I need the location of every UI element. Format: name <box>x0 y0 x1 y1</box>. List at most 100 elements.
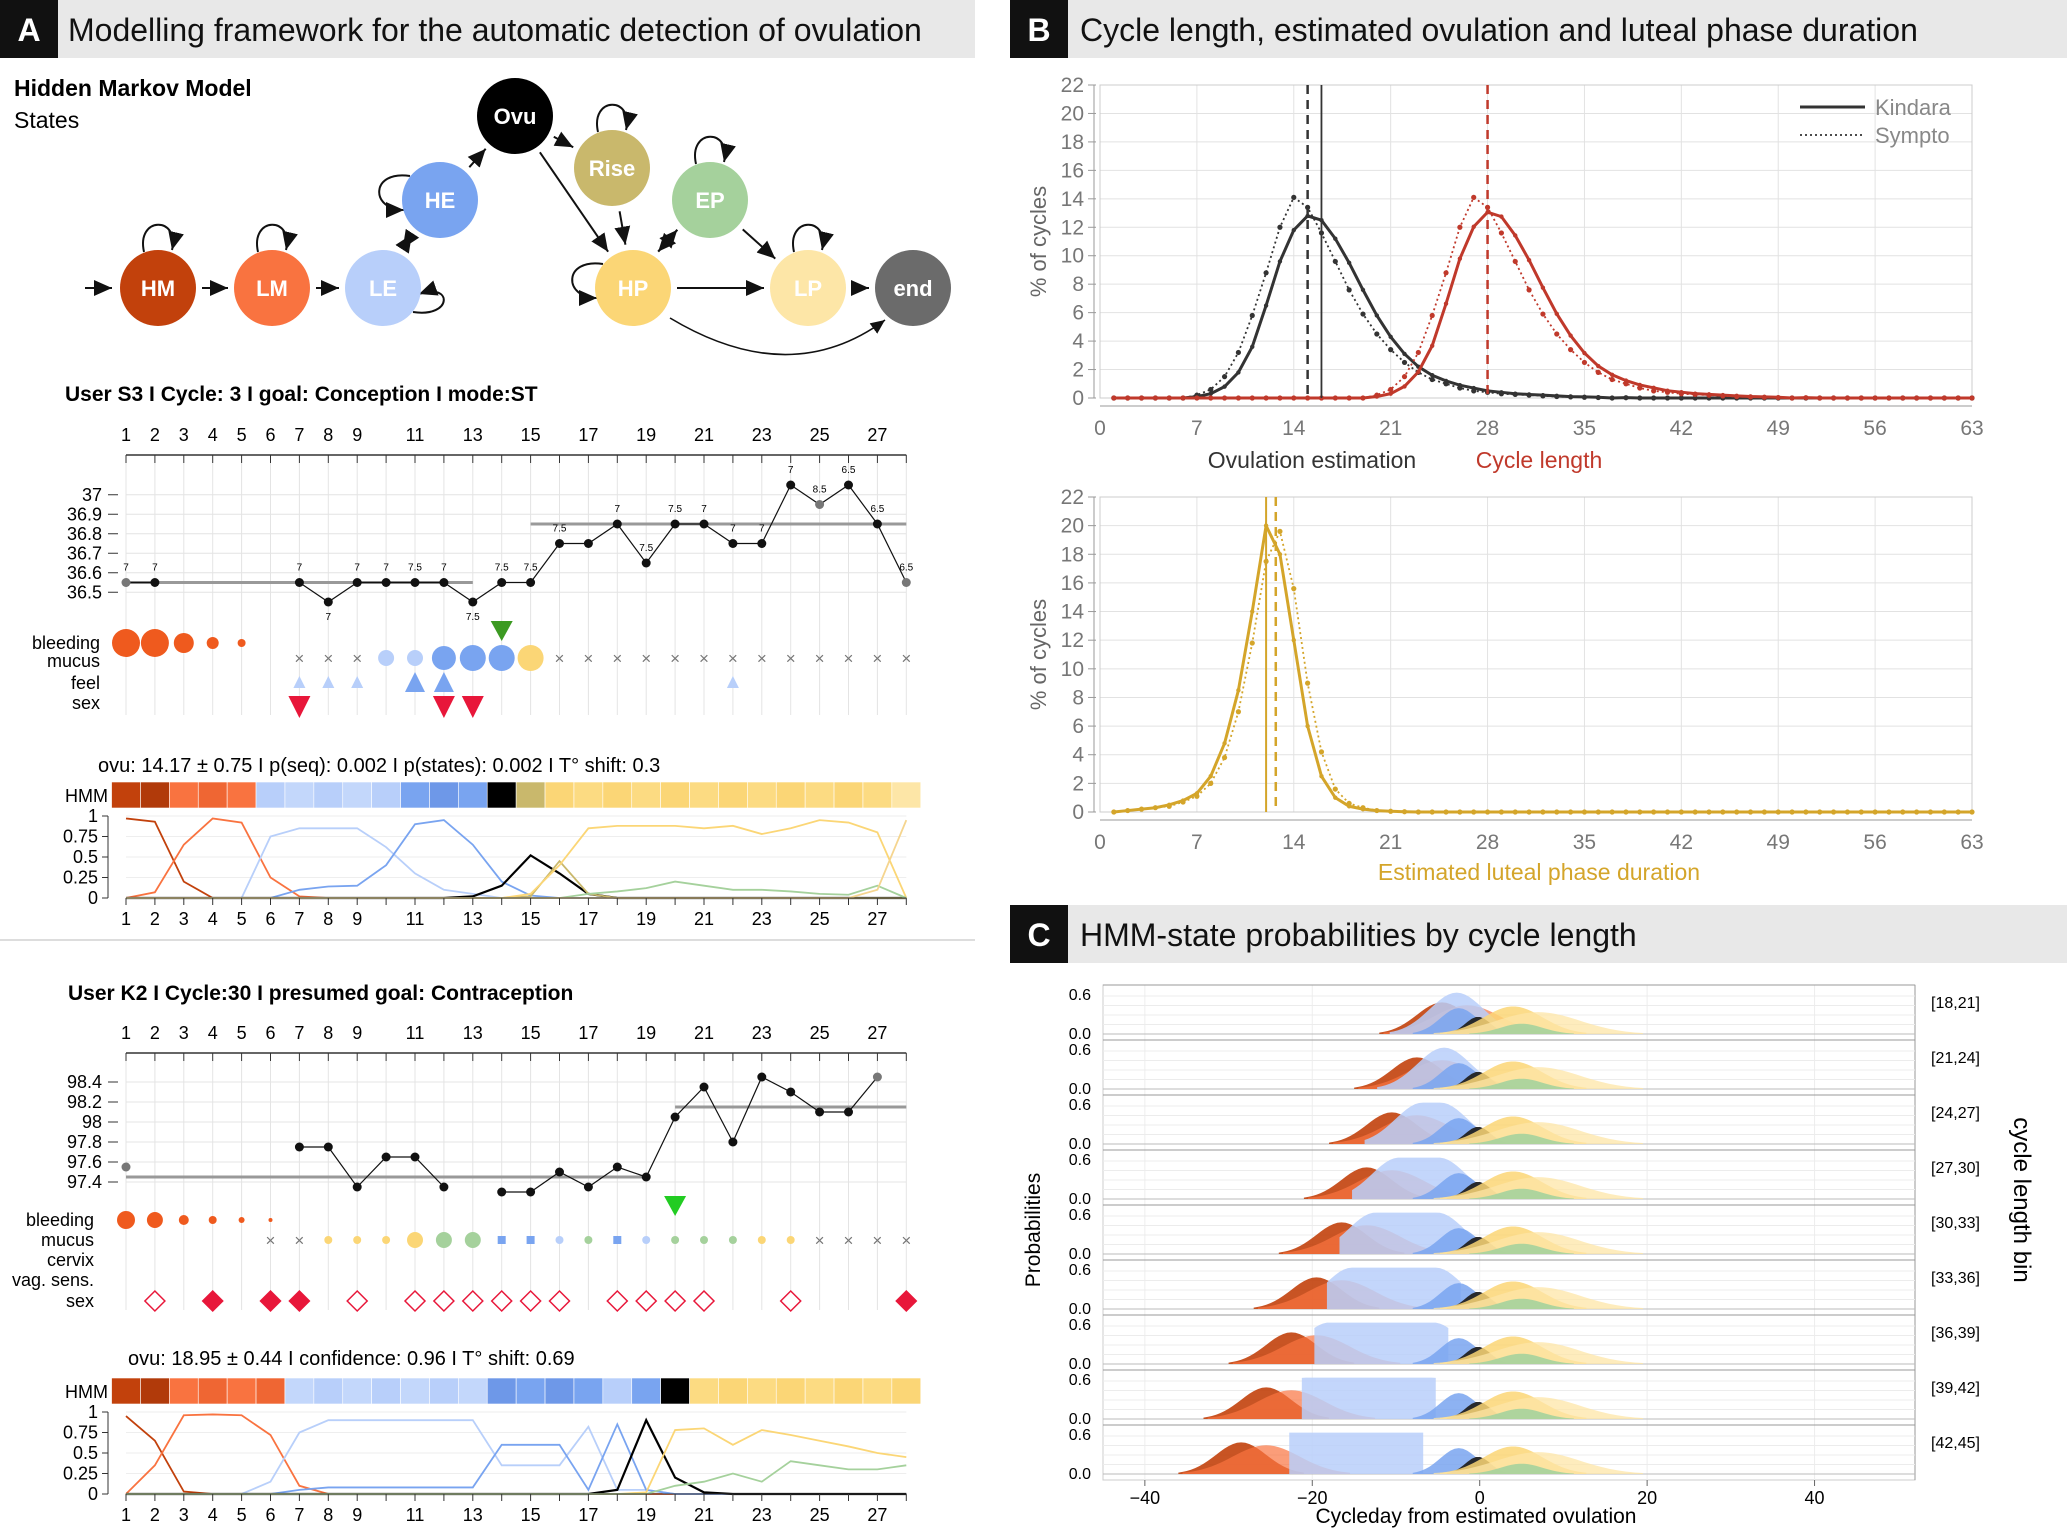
hmm-state-cell <box>458 781 488 809</box>
sympto-cycle-line-point <box>1872 395 1878 401</box>
day-label: 2 <box>150 425 160 445</box>
temp-point <box>612 519 622 529</box>
ep-area <box>1469 1078 1574 1089</box>
row-tick-06: 0.6 <box>1069 987 1091 1004</box>
sympto-cycle-line-point <box>1388 386 1394 393</box>
day-label: 15 <box>521 1023 541 1043</box>
bottom-day-label: 3 <box>179 909 189 929</box>
bin-label: [21,24] <box>1931 1050 1980 1067</box>
mucus-x: × <box>815 1231 825 1250</box>
state-probability-line <box>126 819 907 899</box>
sympto-cycle-line-point <box>1609 376 1615 383</box>
sex-marker <box>461 696 484 718</box>
mucus-dot <box>407 1232 423 1248</box>
sympto-ovulation-line-point <box>1651 395 1657 401</box>
mucus-x: × <box>583 649 593 668</box>
state-node-end <box>875 250 951 326</box>
sympto-cycle-line-point <box>1194 395 1200 401</box>
bin-label: [18,21] <box>1931 995 1980 1012</box>
day-label: 23 <box>752 425 772 445</box>
row-tick-00: 0.0 <box>1069 1301 1091 1318</box>
hmm-state-cell <box>169 781 199 809</box>
sex-marker <box>635 1289 658 1313</box>
temp-point <box>670 519 680 529</box>
temp-tick-label: 98.2 <box>67 1092 102 1112</box>
lp-area <box>1433 1067 1643 1089</box>
state-probability-line <box>126 1417 907 1496</box>
sympto-cycle-line-point <box>1401 374 1408 380</box>
row-tick-00: 0.0 <box>1069 1026 1091 1043</box>
panel-b: B Cycle length, estimated ovulation and … <box>1010 0 2067 885</box>
lp-area <box>1433 1397 1643 1419</box>
day-label: 4 <box>208 1023 218 1043</box>
temp-point <box>901 578 911 587</box>
sympto-cycle-line-point <box>1900 395 1906 401</box>
sympto-cycle-line-point <box>1623 381 1629 387</box>
hmm-state-cell <box>255 1377 286 1405</box>
kindara-luteal-line-point <box>1208 774 1213 779</box>
mucus-dot <box>407 650 423 666</box>
state-label: LP <box>794 276 822 301</box>
hmm-state-cell <box>371 781 401 809</box>
ep-area <box>1469 1463 1574 1474</box>
sympto-ovulation-line-point <box>1457 385 1463 391</box>
bin-label: [27,30] <box>1931 1160 1980 1177</box>
temp-point <box>612 1162 622 1172</box>
day-label: 6 <box>265 1023 275 1043</box>
day-label: 13 <box>463 1023 483 1043</box>
self-loop <box>412 280 445 314</box>
temp-note: 7 <box>297 563 303 574</box>
day-label: 17 <box>578 1023 598 1043</box>
sympto-luteal-line-point <box>1914 809 1920 815</box>
sympto-luteal-line-point <box>1886 809 1892 815</box>
feel-triangle <box>726 676 739 688</box>
temp-tick-label: 97.8 <box>67 1132 102 1152</box>
x-axis-label: Cycleday from estimated ovulation <box>1316 1505 1637 1528</box>
kindara-cycle-line-point <box>1540 285 1546 290</box>
sympto-ovulation-line-point <box>1637 395 1643 401</box>
temp-point <box>757 1072 767 1082</box>
x-tick-label: 7 <box>1191 417 1203 440</box>
sympto-ovulation-line-point <box>1692 395 1698 401</box>
sympto-cycle-line-point <box>1235 395 1242 401</box>
mucus-x: × <box>786 649 796 668</box>
sympto-cycle-line-point <box>1374 392 1380 398</box>
le-area <box>1289 1432 1424 1474</box>
temp-point <box>844 1107 853 1117</box>
bottom-day-label: 19 <box>636 1505 656 1525</box>
kindara-cycle-line-point <box>1554 311 1559 317</box>
sympto-cycle-line-point <box>1651 388 1657 394</box>
temp-point <box>728 539 738 548</box>
panel-a: A Modelling framework for the automatic … <box>0 0 975 1525</box>
kindara-cycle-line-point <box>1443 301 1449 306</box>
kindara-ovulation-line-point <box>1277 259 1283 264</box>
kindara-ovulation-line-point <box>1374 313 1380 318</box>
mucus-dot <box>642 1236 651 1244</box>
x-tick-label: 35 <box>1573 417 1596 440</box>
sympto-cycle-line-point <box>1955 395 1961 401</box>
row-tick-00: 0.0 <box>1069 1356 1091 1373</box>
sympto-cycle-line-point <box>1166 395 1172 401</box>
hmm-state-cell <box>747 781 777 809</box>
ep-area <box>1469 1023 1574 1034</box>
day-label: 27 <box>867 425 887 445</box>
sympto-cycle-line-point <box>1817 395 1823 401</box>
state-label: HE <box>425 188 456 213</box>
kindara-luteal-line-point <box>1250 609 1255 614</box>
mucus-dot <box>378 650 395 666</box>
y-tick-label: 8 <box>1072 273 1084 296</box>
self-loop <box>792 223 834 253</box>
row-tick-06: 0.6 <box>1069 1317 1091 1334</box>
hmm-state-cell <box>197 781 228 809</box>
bleeding-dot <box>238 1217 245 1223</box>
sympto-luteal-line-point <box>1498 809 1504 815</box>
bottom-day-label: 8 <box>323 1505 333 1525</box>
sympto-cycle-line-point <box>1152 395 1158 401</box>
lp-area <box>1433 1177 1643 1199</box>
x-tick-label: 14 <box>1282 831 1306 854</box>
mucus-x: × <box>872 1231 882 1250</box>
bleeding-dot <box>117 1211 135 1229</box>
kindara-luteal-line-point <box>1222 741 1227 746</box>
x-tick-label: 56 <box>1863 831 1886 854</box>
